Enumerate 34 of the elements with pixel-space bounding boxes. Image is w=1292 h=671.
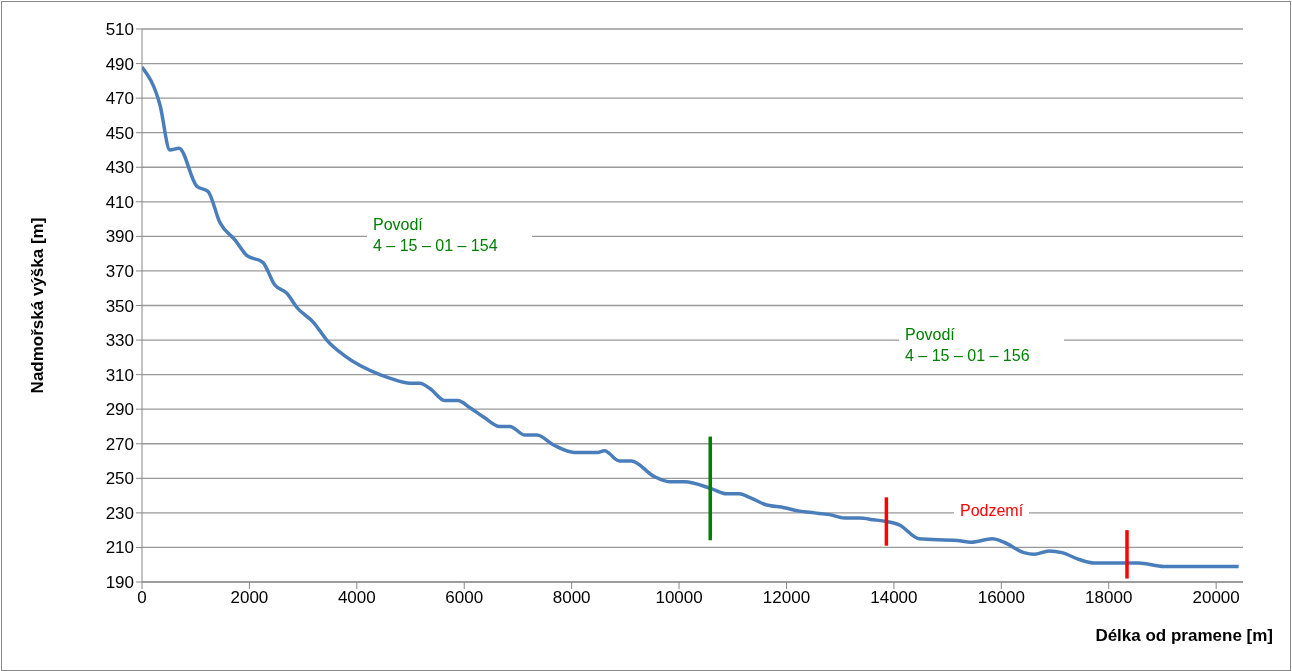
y-tick-label: 290	[105, 400, 134, 420]
y-tick-label: 350	[105, 296, 134, 316]
y-tick-label: 450	[105, 123, 134, 143]
x-tick-label: 0	[137, 588, 147, 608]
y-tick-label: 410	[105, 192, 134, 212]
x-axis-title: Délka od pramene [m]	[1095, 626, 1273, 645]
x-tick-label: 6000	[445, 588, 484, 608]
x-tick-label: 18000	[1085, 588, 1133, 608]
y-tick-label: 250	[105, 469, 134, 489]
annotation: Podzemí	[960, 502, 1024, 519]
y-tick-label: 490	[105, 54, 134, 74]
x-tick-label: 2000	[230, 588, 269, 608]
y-tick-label: 210	[105, 538, 134, 558]
y-tick-label: 270	[105, 434, 134, 454]
y-tick-label: 390	[105, 227, 134, 247]
x-tick-label: 4000	[337, 588, 376, 608]
y-tick-label: 510	[105, 20, 134, 40]
y-axis-title: Nadmořská výška [m]	[28, 217, 48, 394]
y-tick-label: 430	[105, 158, 134, 178]
x-tick-label: 10000	[655, 588, 703, 608]
annotation: Povodí 4 – 15 – 01 – 156	[905, 326, 1030, 364]
y-tick-label: 330	[105, 331, 134, 351]
y-tick-label: 470	[105, 89, 134, 109]
y-tick-label: 370	[105, 261, 134, 281]
x-tick-label: 8000	[552, 588, 591, 608]
x-tick-label: 20000	[1192, 588, 1240, 608]
x-tick-label: 16000	[977, 588, 1025, 608]
x-tick-label: 14000	[870, 588, 918, 608]
line-series	[142, 65, 1241, 569]
y-tick-label: 310	[105, 365, 134, 385]
y-tick-label: 190	[105, 573, 134, 593]
y-tick-label: 230	[105, 503, 134, 523]
x-tick-label: 12000	[762, 588, 811, 608]
annotation: Povodí 4 – 15 – 01 – 154	[373, 216, 498, 254]
